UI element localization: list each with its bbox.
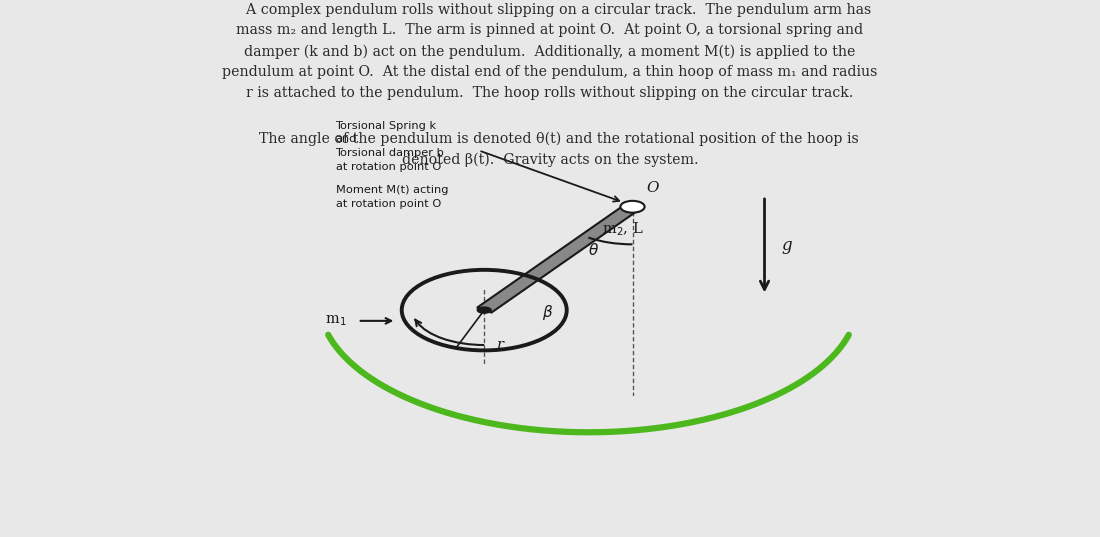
Text: Torsional Spring k
and
Torsional damper b
at rotation point O: Torsional Spring k and Torsional damper … [336, 121, 444, 172]
Text: g: g [781, 237, 792, 254]
Text: O: O [647, 181, 659, 195]
Text: m$_1$: m$_1$ [326, 314, 346, 328]
Text: The angle of the pendulum is denoted θ(t) and the rotational position of the hoo: The angle of the pendulum is denoted θ(t… [241, 132, 859, 167]
Text: $\beta$: $\beta$ [542, 303, 553, 322]
Polygon shape [477, 204, 640, 313]
Circle shape [476, 307, 492, 314]
Text: r: r [497, 338, 504, 352]
Text: A complex pendulum rolls without slipping on a circular track.  The pendulum arm: A complex pendulum rolls without slippin… [222, 3, 878, 100]
Text: $\theta$: $\theta$ [588, 242, 600, 258]
Text: Moment M(t) acting
at rotation point O: Moment M(t) acting at rotation point O [336, 185, 448, 209]
Circle shape [620, 201, 645, 213]
Text: m$_2$, L: m$_2$, L [603, 220, 644, 238]
